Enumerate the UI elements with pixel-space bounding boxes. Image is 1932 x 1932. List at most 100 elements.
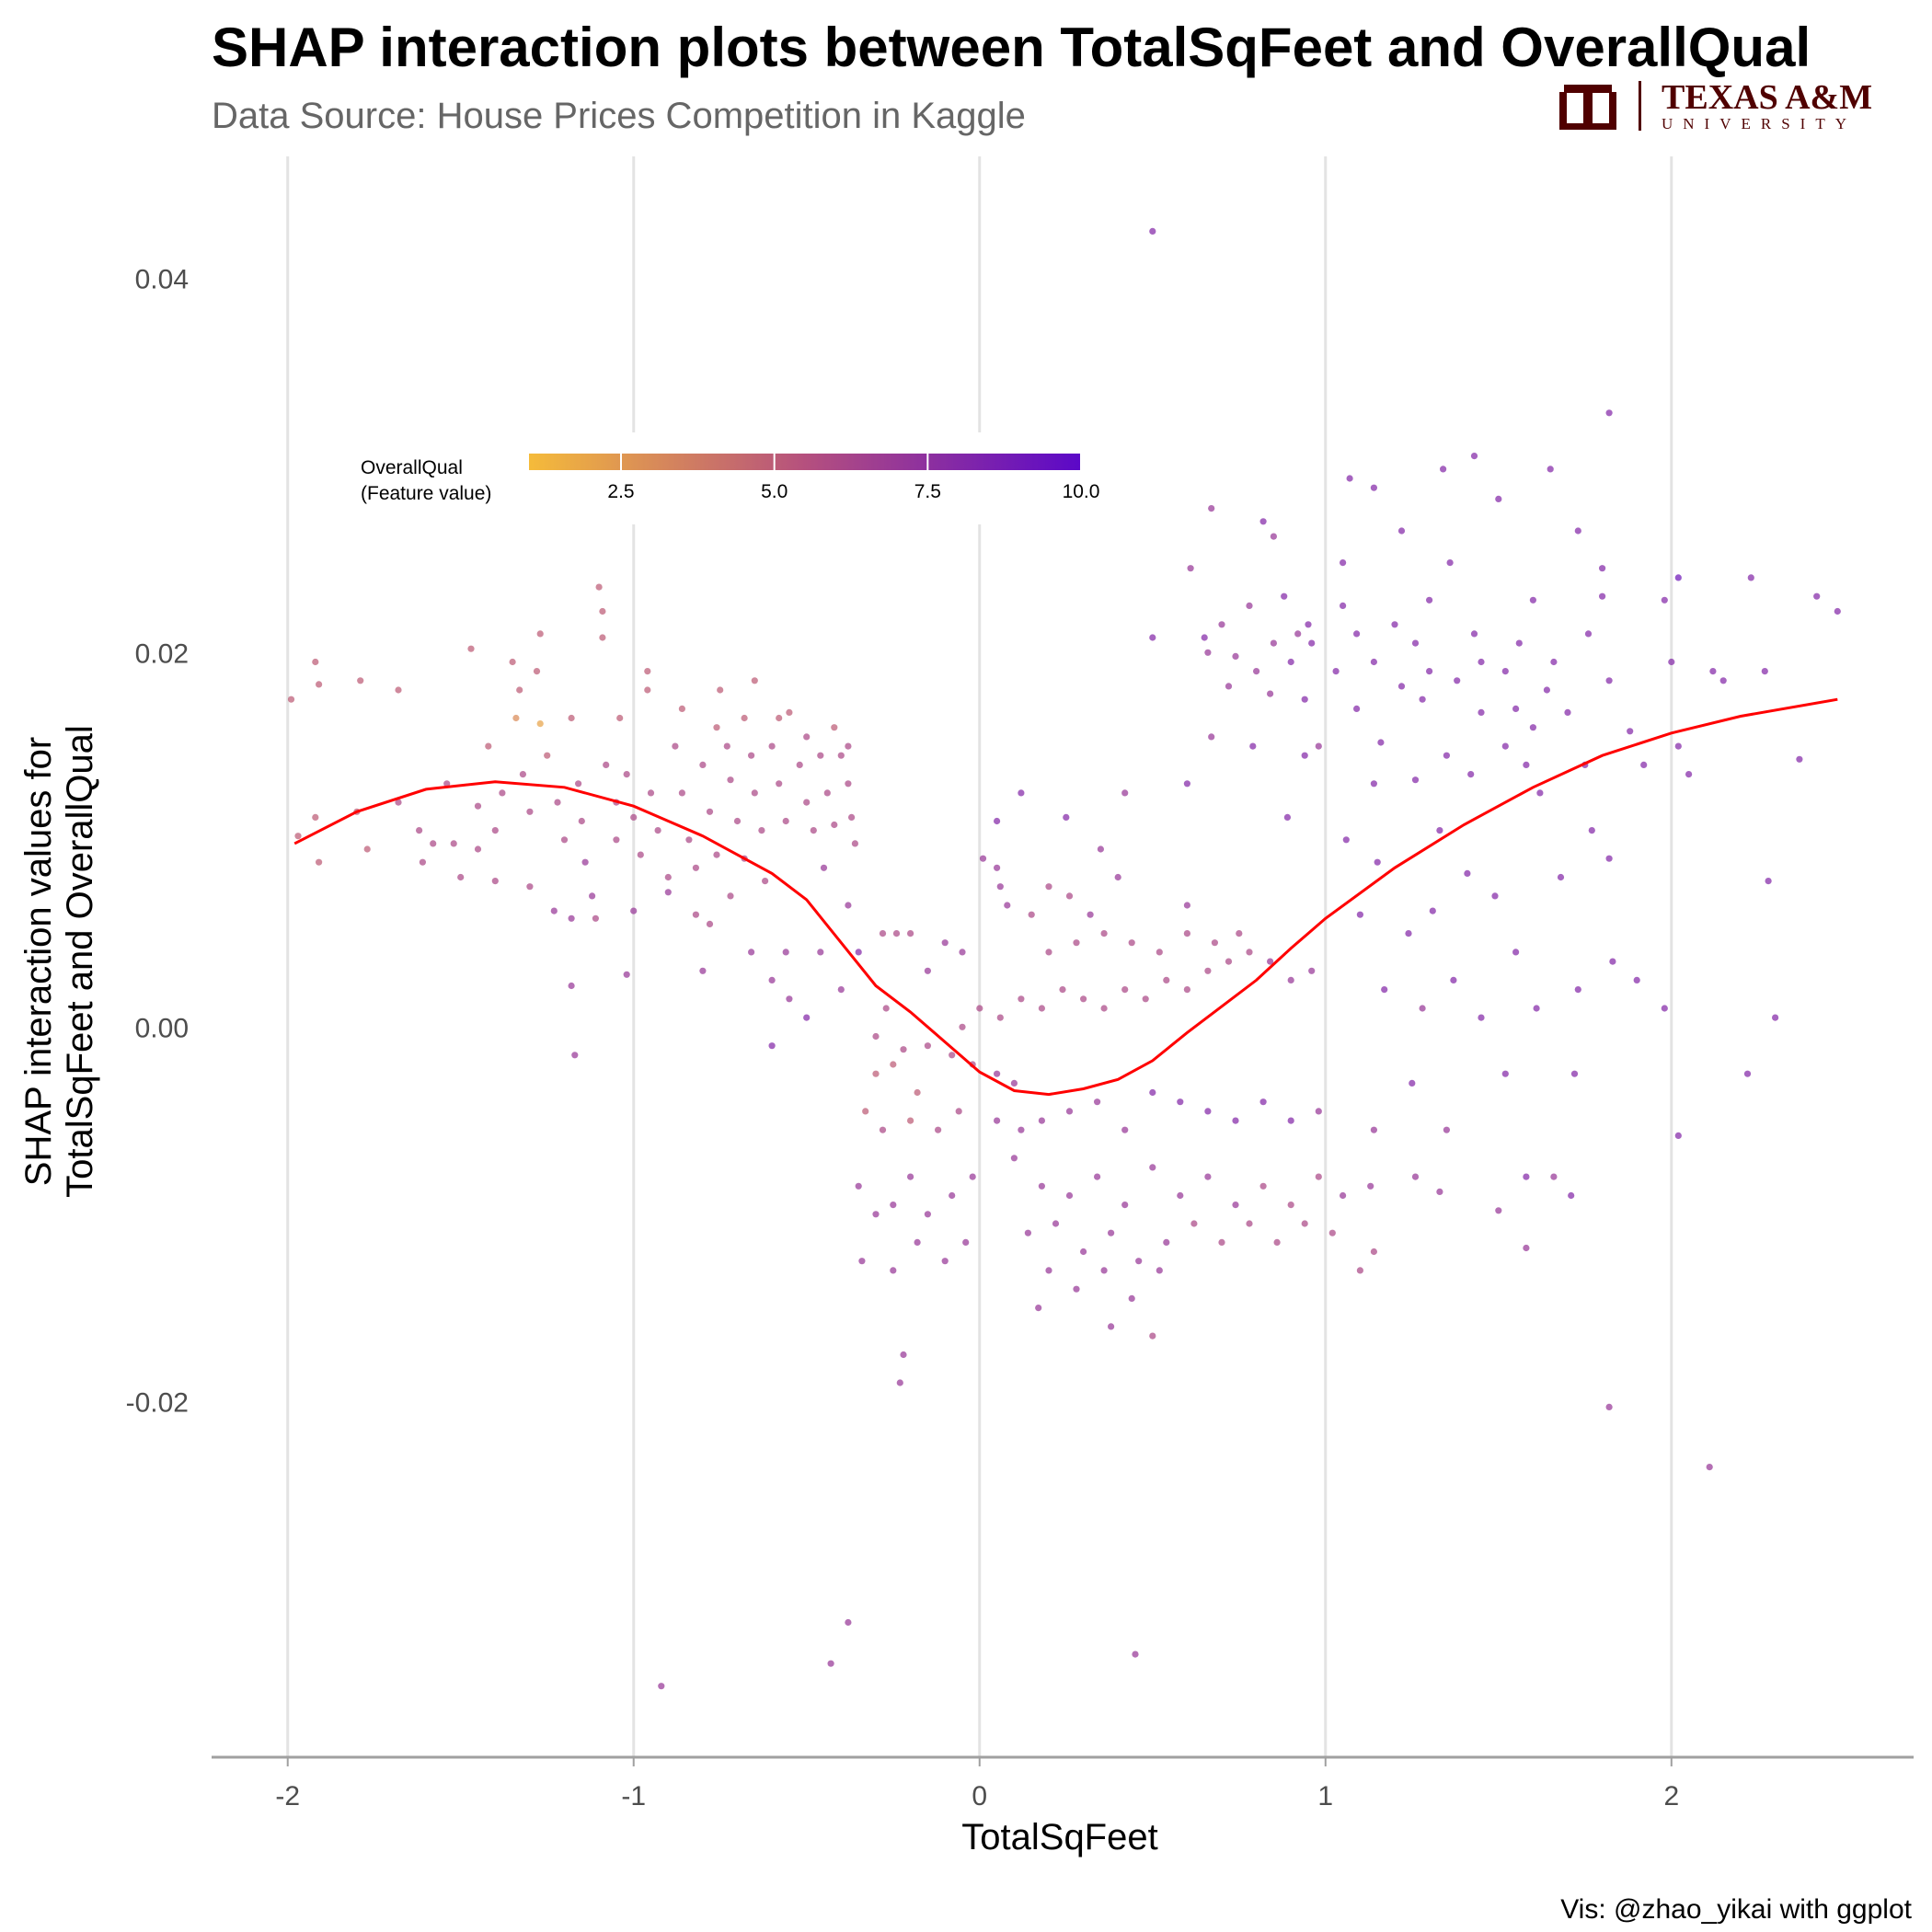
data-point (1661, 596, 1668, 604)
data-point (1100, 1005, 1108, 1012)
data-point (1010, 1079, 1018, 1087)
data-point (1163, 976, 1170, 983)
data-point (1550, 658, 1558, 666)
data-point (526, 883, 534, 891)
data-point (979, 855, 987, 862)
data-point (644, 686, 651, 694)
data-point (312, 813, 319, 822)
data-point (560, 836, 569, 844)
data-point (603, 761, 610, 769)
data-point (1232, 1202, 1239, 1209)
data-point (914, 1238, 921, 1246)
data-point (1225, 683, 1233, 690)
data-point (1063, 813, 1070, 822)
data-point (1574, 527, 1581, 535)
data-point (1609, 958, 1616, 965)
data-point (882, 1005, 890, 1012)
data-point (1464, 869, 1471, 878)
data-point (941, 939, 949, 947)
data-point (892, 930, 901, 937)
data-point (699, 967, 707, 974)
data-point (1259, 1098, 1267, 1106)
x-tick-label: -2 (275, 1781, 300, 1811)
data-point (623, 771, 630, 778)
data-point (1796, 755, 1803, 763)
data-point (491, 827, 499, 834)
data-point (1121, 789, 1129, 797)
atm-logo: TEXAS A&M UNIVERSITY (1546, 78, 1932, 144)
data-point (637, 851, 644, 858)
data-point (1411, 639, 1420, 647)
data-point (1332, 668, 1340, 675)
data-point (959, 1023, 966, 1030)
data-point (316, 681, 323, 688)
data-point (1356, 911, 1363, 918)
data-point (1156, 1267, 1163, 1274)
data-point (1128, 1294, 1135, 1302)
data-point (533, 668, 541, 675)
data-point (1080, 995, 1087, 1003)
data-point (1135, 1258, 1143, 1265)
data-point (1045, 949, 1052, 956)
data-point (796, 761, 803, 769)
data-point (1315, 742, 1322, 750)
data-point (1287, 976, 1294, 983)
data-point (848, 813, 856, 822)
gridlines (286, 156, 1673, 1757)
data-point (1450, 976, 1457, 983)
data-point (845, 780, 852, 788)
data-point (855, 1182, 862, 1190)
data-point (1132, 1650, 1139, 1658)
data-point (485, 742, 492, 750)
data-point (664, 889, 672, 896)
chart-caption: Vis: @zhao_yikai with ggplot (1560, 1894, 1912, 1925)
data-point (1353, 705, 1361, 713)
data-point (509, 658, 516, 666)
data-point (855, 949, 862, 956)
data-point (1294, 630, 1302, 638)
y-tick-label: -0.02 (126, 1387, 189, 1418)
data-point (713, 851, 720, 858)
data-point (1315, 1173, 1322, 1180)
data-point (287, 696, 295, 703)
data-point (1208, 733, 1215, 741)
data-point (1065, 1191, 1074, 1200)
chart-subtitle: Data Source: House Prices Competition in… (212, 96, 1026, 136)
data-point (1370, 1248, 1377, 1256)
data-point (741, 714, 748, 722)
data-point (1411, 776, 1420, 784)
data-point (1156, 949, 1163, 956)
data-point (1024, 1229, 1031, 1236)
data-point (1204, 1108, 1212, 1115)
data-point (1211, 939, 1218, 947)
data-point (1419, 696, 1426, 703)
data-point (1328, 1229, 1336, 1236)
data-point (1568, 1191, 1575, 1200)
data-point (1270, 639, 1277, 647)
data-point (1177, 1191, 1184, 1200)
data-point (1397, 683, 1406, 690)
data-point (1529, 724, 1536, 731)
data-point (613, 836, 620, 844)
data-point (1018, 789, 1025, 797)
data-point (1073, 1285, 1080, 1293)
data-point (1218, 1238, 1225, 1246)
data-point (1253, 668, 1260, 675)
data-point (1052, 1220, 1060, 1227)
data-point (1287, 658, 1294, 666)
data-point (1478, 1014, 1485, 1021)
data-point (1270, 533, 1277, 540)
data-point (1018, 995, 1025, 1003)
data-point (443, 780, 451, 788)
data-point (568, 714, 575, 722)
x-tick-label: 1 (1317, 1781, 1333, 1811)
data-point (1743, 1070, 1752, 1077)
data-point (1108, 1323, 1115, 1330)
data-point (1512, 705, 1520, 713)
data-point (1501, 668, 1509, 675)
data-point (831, 821, 838, 829)
data-point (1149, 1164, 1156, 1171)
data-point (1201, 634, 1208, 641)
data-point (748, 752, 755, 759)
data-point (554, 799, 561, 806)
